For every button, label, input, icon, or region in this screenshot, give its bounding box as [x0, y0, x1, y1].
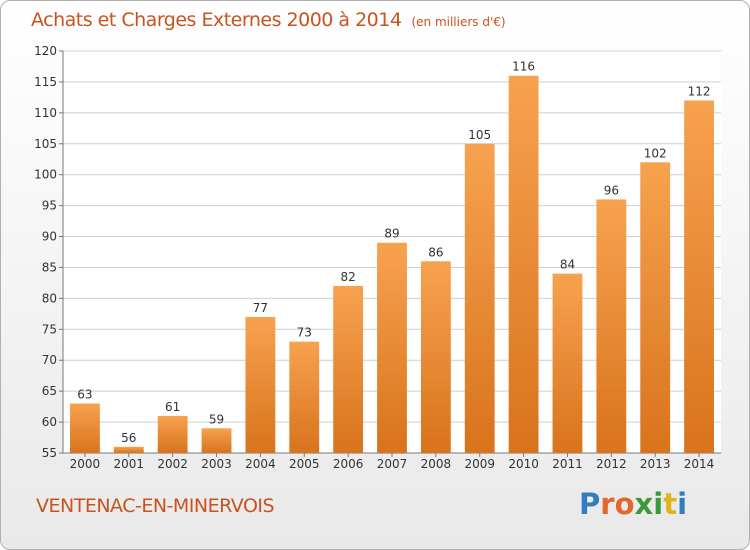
x-tick-label: 2004 — [245, 457, 276, 471]
x-tick-label: 2007 — [377, 457, 408, 471]
data-label: 86 — [428, 245, 443, 259]
data-label: 116 — [512, 60, 535, 74]
bar — [596, 199, 627, 453]
x-tick-label: 2000 — [70, 457, 101, 471]
data-label: 56 — [121, 431, 136, 445]
bar — [245, 316, 276, 453]
logo-letter: i — [677, 487, 688, 521]
y-tick-label: 70 — [42, 353, 57, 367]
logo-letter: t — [663, 487, 678, 521]
bar — [333, 286, 364, 453]
y-tick-label: 75 — [42, 322, 57, 336]
x-tick-label: 2013 — [640, 457, 671, 471]
bar — [464, 143, 495, 453]
data-label: 59 — [209, 412, 224, 426]
y-tick-label: 105 — [34, 137, 57, 151]
data-label: 102 — [644, 146, 667, 160]
data-label: 105 — [468, 128, 491, 142]
bar — [289, 341, 320, 453]
y-tick-label: 100 — [34, 168, 57, 182]
y-tick-label: 85 — [42, 260, 57, 274]
y-tick-label: 65 — [42, 384, 57, 398]
bar — [640, 162, 671, 454]
bar — [508, 75, 539, 453]
x-tick-label: 2006 — [333, 457, 364, 471]
data-label: 61 — [165, 400, 180, 414]
x-tick-label: 2012 — [596, 457, 627, 471]
y-tick-label: 60 — [42, 415, 57, 429]
data-label: 77 — [253, 301, 268, 315]
logo-letter: r — [600, 487, 615, 521]
bar — [420, 261, 451, 453]
commune-name: VENTENAC-EN-MINERVOIS — [36, 495, 275, 517]
x-tick-label: 2005 — [289, 457, 320, 471]
data-label: 112 — [688, 84, 711, 98]
logo-letter: P — [579, 487, 601, 521]
logo-letter: x — [634, 487, 654, 521]
logo-letter: i — [653, 487, 664, 521]
chart-title-text: Achats et Charges Externes 2000 à 2014 — [31, 9, 402, 31]
x-tick-label: 2010 — [508, 457, 539, 471]
x-tick-label: 2014 — [684, 457, 715, 471]
data-label: 82 — [340, 270, 355, 284]
bar — [684, 100, 714, 453]
x-tick-label: 2002 — [157, 457, 188, 471]
y-tick-label: 95 — [42, 199, 57, 213]
y-tick-label: 55 — [42, 446, 57, 460]
chart-subtitle: (en milliers d'€) — [411, 15, 506, 29]
x-tick-label: 2009 — [464, 457, 495, 471]
bar — [113, 446, 144, 453]
data-label: 63 — [77, 388, 92, 402]
y-tick-label: 120 — [34, 44, 57, 58]
data-label: 89 — [384, 227, 399, 241]
bar — [201, 428, 232, 453]
x-tick-label: 2003 — [201, 457, 232, 471]
y-tick-label: 80 — [42, 291, 57, 305]
y-tick-label: 110 — [34, 106, 57, 120]
y-tick-label: 115 — [34, 75, 57, 89]
data-label: 96 — [604, 183, 619, 197]
x-tick-label: 2008 — [421, 457, 452, 471]
x-tick-label: 2011 — [552, 457, 583, 471]
chart-title: Achats et Charges Externes 2000 à 2014 (e… — [31, 9, 506, 31]
bar — [157, 415, 188, 453]
data-label: 84 — [560, 258, 575, 272]
bar — [70, 403, 100, 453]
x-tick-label: 2001 — [114, 457, 145, 471]
logo-letter: o — [614, 487, 635, 521]
bar — [552, 273, 583, 453]
bar — [377, 242, 407, 453]
proxiti-logo[interactable]: Proxiti — [579, 487, 687, 521]
y-tick-label: 90 — [42, 230, 57, 244]
data-label: 73 — [297, 326, 312, 340]
